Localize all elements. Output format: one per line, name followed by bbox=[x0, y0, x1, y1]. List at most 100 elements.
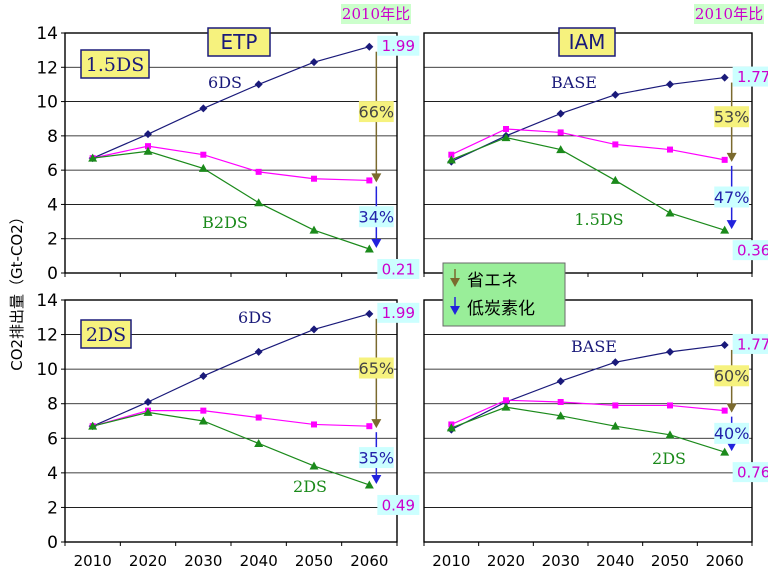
panel-bottom-left-decarbonization-pct-box bbox=[358, 447, 394, 469]
panel-bottom-right-decarbonization-arrow-head bbox=[726, 442, 737, 452]
legend-arrow-0-head bbox=[450, 278, 460, 287]
panel-top-left-scenario-label: 1.5DS bbox=[86, 54, 144, 76]
panel-bottom-right-series-top-point bbox=[556, 377, 565, 386]
panel-bottom-right-series-top-line bbox=[451, 344, 725, 431]
panel-top-left-ratio-note: 2010年比 bbox=[342, 5, 410, 23]
panel-top-right-series-mid-point bbox=[557, 129, 564, 136]
panel-bottom-right-series-mid-point bbox=[612, 402, 619, 409]
panel-top-left-efficiency-pct-box bbox=[358, 101, 394, 123]
panel-bottom-right-series-low-point bbox=[665, 430, 675, 439]
panel-top-left-title: ETP bbox=[221, 30, 258, 54]
panel-bottom-left-series-name-low: 2DS bbox=[293, 477, 327, 496]
panel-top-right-series-low-point bbox=[501, 133, 511, 142]
panel-bottom-left-x-tick-label: 2010 bbox=[74, 552, 112, 570]
panel-bottom-right-series-mid-point bbox=[503, 397, 509, 404]
panel-bottom-left-series-mid-point bbox=[311, 421, 317, 428]
panel-bottom-left-series-top-point bbox=[199, 372, 208, 381]
panel-bottom-left-end-label-low-box bbox=[377, 494, 420, 515]
panel-bottom-left-series-low-point bbox=[364, 480, 374, 489]
legend-label-1: 低炭素化 bbox=[467, 299, 535, 319]
panel-bottom-left-end-label-top-box bbox=[377, 302, 420, 323]
y-axis-label: CO2排出量（Gt-CO2） bbox=[8, 209, 26, 371]
panel-top-left-y-tick-label: 6 bbox=[47, 161, 58, 181]
panel-top-right-decarbonization-pct: 47% bbox=[714, 188, 750, 207]
panel-bottom-left-series-low-point bbox=[254, 438, 264, 447]
panel-top-right-title-box bbox=[558, 27, 616, 57]
legend-arrow-1-head bbox=[450, 306, 460, 315]
panel-bottom-right-end-label-top: 1.77 bbox=[737, 335, 768, 353]
panel-bottom-right-efficiency-arrow-head bbox=[726, 403, 737, 413]
panel-bottom-left-y-tick-label: 4 bbox=[47, 464, 58, 484]
panel-top-right-series-low-point bbox=[610, 175, 620, 184]
panel-top-left-series-low-point bbox=[364, 244, 374, 253]
panel-top-right-series-mid-point bbox=[503, 126, 509, 132]
panel-top-right-series-top-line bbox=[451, 76, 725, 163]
panel-bottom-right-x-tick-label: 2060 bbox=[706, 552, 744, 570]
panel-top-left-title-box bbox=[207, 27, 271, 57]
panel-bottom-left-series-mid-point bbox=[200, 407, 207, 414]
panel-top-right-ratio-note: 2010年比 bbox=[695, 5, 763, 23]
panel-bottom-left-series-name-top: 6DS bbox=[238, 308, 272, 327]
panel-top-right-series-low-line bbox=[451, 136, 725, 231]
panel-bottom-left-y-tick-label: 12 bbox=[36, 326, 58, 346]
panel-bottom-left-series-top-point bbox=[144, 397, 152, 406]
panel-bottom-right-efficiency-pct-box bbox=[714, 365, 750, 387]
panel-top-right-frame bbox=[423, 32, 753, 274]
panel-top-right-end-label-low-box bbox=[732, 240, 768, 261]
panel-top-left-series-low-point bbox=[198, 163, 208, 172]
panel-top-left-y-tick-label: 8 bbox=[47, 127, 58, 147]
panel-bottom-left-series-top-point bbox=[310, 325, 318, 334]
panel-bottom-left-series-low-point bbox=[88, 421, 98, 430]
panel-bottom-left-x-tick-label: 2040 bbox=[240, 552, 278, 570]
panel-bottom-left-decarbonization-arrow-head bbox=[371, 474, 382, 484]
panel-top-left-series-low-point bbox=[143, 146, 153, 155]
panel-bottom-left-series-top-point bbox=[254, 347, 263, 356]
panel-bottom-right-series-top-point bbox=[666, 347, 674, 356]
panel-top-left-series-top-point bbox=[310, 58, 318, 67]
panel-bottom-left-end-label-low: 0.49 bbox=[382, 496, 415, 514]
panel-bottom-left-series-mid-point bbox=[255, 414, 262, 421]
panel-bottom-left-series-top-line bbox=[92, 313, 370, 427]
panel-top-left-series-mid-point bbox=[366, 177, 373, 184]
panel-top-left-series-low-point bbox=[254, 198, 264, 207]
panel-top-right-efficiency-arrow-head bbox=[726, 152, 737, 162]
panel-bottom-right-series-low-line bbox=[451, 406, 725, 453]
panel-top-left-series-low-point bbox=[309, 225, 319, 234]
panel-bottom-right-x-tick-label: 2030 bbox=[542, 552, 580, 570]
panel-bottom-left-y-tick-label: 0 bbox=[47, 533, 58, 553]
panel-bottom-left-series-mid-point bbox=[366, 423, 373, 430]
panel-bottom-right-x-tick-label: 2050 bbox=[651, 552, 689, 570]
panel-bottom-right-end-label-low-box bbox=[732, 462, 768, 483]
panel-bottom-right-efficiency-pct: 60% bbox=[714, 367, 750, 386]
panel-bottom-right-end-label-top-box bbox=[732, 333, 768, 354]
panel-bottom-right-series-low-point bbox=[556, 411, 566, 420]
panel-top-left-series-low-point bbox=[88, 153, 98, 162]
panel-top-right-series-top-point bbox=[556, 109, 565, 118]
panel-top-left-scenario-box bbox=[80, 49, 150, 79]
panel-bottom-right-series-low-point bbox=[610, 421, 620, 430]
panel-top-left-y-tick-label: 10 bbox=[36, 93, 58, 113]
panel-top-right-series-low-point bbox=[446, 155, 456, 164]
panel-top-right-efficiency-pct-box bbox=[714, 106, 750, 128]
panel-bottom-right-series-mid-point bbox=[557, 398, 564, 405]
panel-top-right-series-top-point bbox=[611, 90, 620, 99]
panel-top-left-series-mid-point bbox=[255, 168, 262, 175]
panel-bottom-left-efficiency-pct-box bbox=[358, 357, 394, 379]
panel-top-right-series-name-low: 1.5DS bbox=[574, 210, 623, 229]
panel-top-right-series-mid-line bbox=[451, 128, 725, 161]
panel-top-left-end-label-low: 0.21 bbox=[382, 260, 415, 278]
panel-top-left-efficiency-arrow-head bbox=[371, 173, 382, 183]
panel-bottom-right-series-name-low: 2DS bbox=[652, 449, 686, 468]
panel-top-right-series-mid-point bbox=[448, 151, 455, 158]
panel-bottom-left-y-tick-label: 2 bbox=[47, 498, 58, 518]
panel-top-right-end-label-low: 0.36 bbox=[737, 242, 768, 260]
panel-bottom-left-y-tick-label: 6 bbox=[47, 429, 58, 449]
panel-top-right-series-low-point bbox=[556, 145, 566, 154]
panel-top-left-ratio-note-box bbox=[341, 4, 411, 24]
panel-bottom-left-y-tick-label: 8 bbox=[47, 395, 58, 415]
panel-bottom-right-series-low-point bbox=[720, 447, 730, 456]
panel-top-left-series-mid-point bbox=[200, 151, 207, 158]
panel-bottom-right-x-tick-label: 2040 bbox=[596, 552, 634, 570]
panel-top-right-series-low-point bbox=[720, 225, 730, 234]
